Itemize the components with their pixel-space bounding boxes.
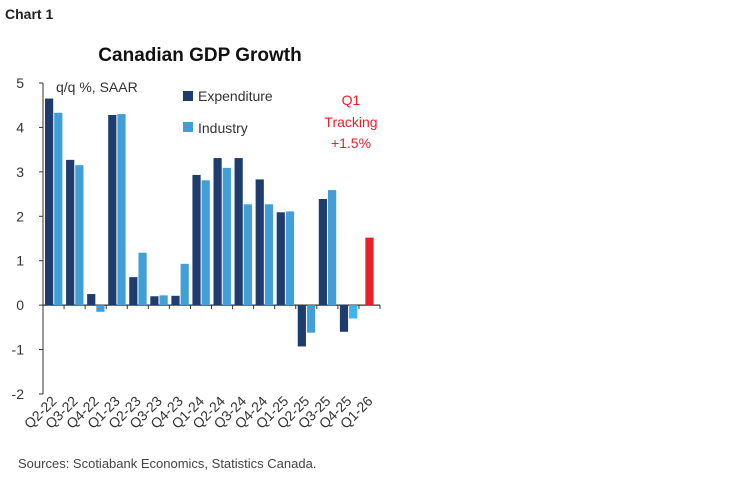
bar-expenditure-q2-22 [45, 98, 54, 306]
bar-industry-q2-23 [138, 252, 147, 306]
bar-industry-q4-23 [180, 263, 189, 306]
bar-industry-q4-24 [264, 204, 274, 306]
bar-expenditure-q3-22 [66, 159, 75, 306]
bar-industry-q3-23 [159, 295, 168, 306]
x-axis: Q2-22Q3-22Q4-22Q1-23Q2-23Q3-23Q4-23Q1-24… [21, 304, 381, 432]
bars [45, 98, 374, 347]
bar-expenditure-q3-23 [150, 296, 159, 306]
unit-label: q/q %, SAAR [56, 79, 138, 95]
bar-industry-q3-22 [75, 165, 84, 306]
bar-industry-q2-24 [222, 167, 231, 306]
bar-expenditure-q3-25 [318, 198, 328, 306]
bar-industry-q4-22 [96, 305, 105, 312]
bar-industry-q4-25 [349, 305, 358, 319]
bar-industry-q1-24 [201, 180, 210, 306]
y-tick-label: -1 [12, 342, 25, 358]
legend-swatch-industry [183, 122, 193, 132]
bar-expenditure-q1-24 [192, 174, 201, 306]
bar-industry-q1-23 [117, 114, 126, 306]
bar-tracking-q1-26 [365, 237, 374, 306]
y-tick-label: 4 [16, 119, 24, 135]
bar-expenditure-q2-25 [297, 305, 306, 347]
legend: Expenditure Industry [183, 88, 273, 136]
tracking-annotation: Q1 Tracking +1.5% [324, 92, 377, 151]
legend-label-expenditure: Expenditure [198, 88, 273, 104]
legend-label-industry: Industry [198, 120, 248, 136]
bar-industry-q2-25 [306, 305, 316, 333]
y-tick-label: -2 [12, 386, 25, 402]
bar-expenditure-q2-24 [213, 158, 222, 306]
y-axis: 5 4 3 2 1 0 -1 -2 [12, 75, 44, 402]
bar-expenditure-q1-23 [108, 114, 117, 306]
bar-expenditure-q4-22 [87, 294, 96, 306]
y-tick-label: 0 [16, 297, 24, 313]
bar-expenditure-q4-24 [255, 179, 264, 306]
bar-expenditure-q4-25 [339, 305, 349, 332]
bar-expenditure-q1-25 [276, 212, 285, 306]
bar-expenditure-q3-24 [234, 158, 243, 306]
bar-industry-q3-25 [328, 190, 337, 306]
chart-label: Chart 1 [5, 6, 54, 22]
chart-title: Canadian GDP Growth [98, 45, 301, 66]
bar-expenditure-q2-23 [129, 277, 138, 306]
annotation-line-1: Q1 [342, 92, 361, 108]
bar-industry-q3-24 [243, 204, 252, 306]
bar-industry-q2-22 [54, 112, 63, 306]
bar-industry-q1-25 [285, 211, 295, 306]
y-tick-label: 2 [16, 208, 24, 224]
legend-swatch-expenditure [183, 91, 193, 101]
y-tick-label: 1 [16, 253, 24, 269]
source-note: Sources: Scotiabank Economics, Statistic… [18, 456, 317, 471]
y-tick-label: 5 [16, 75, 24, 91]
y-tick-label: 3 [16, 164, 24, 180]
annotation-line-3: +1.5% [331, 135, 371, 151]
annotation-line-2: Tracking [324, 114, 377, 130]
bar-expenditure-q4-23 [171, 295, 180, 306]
